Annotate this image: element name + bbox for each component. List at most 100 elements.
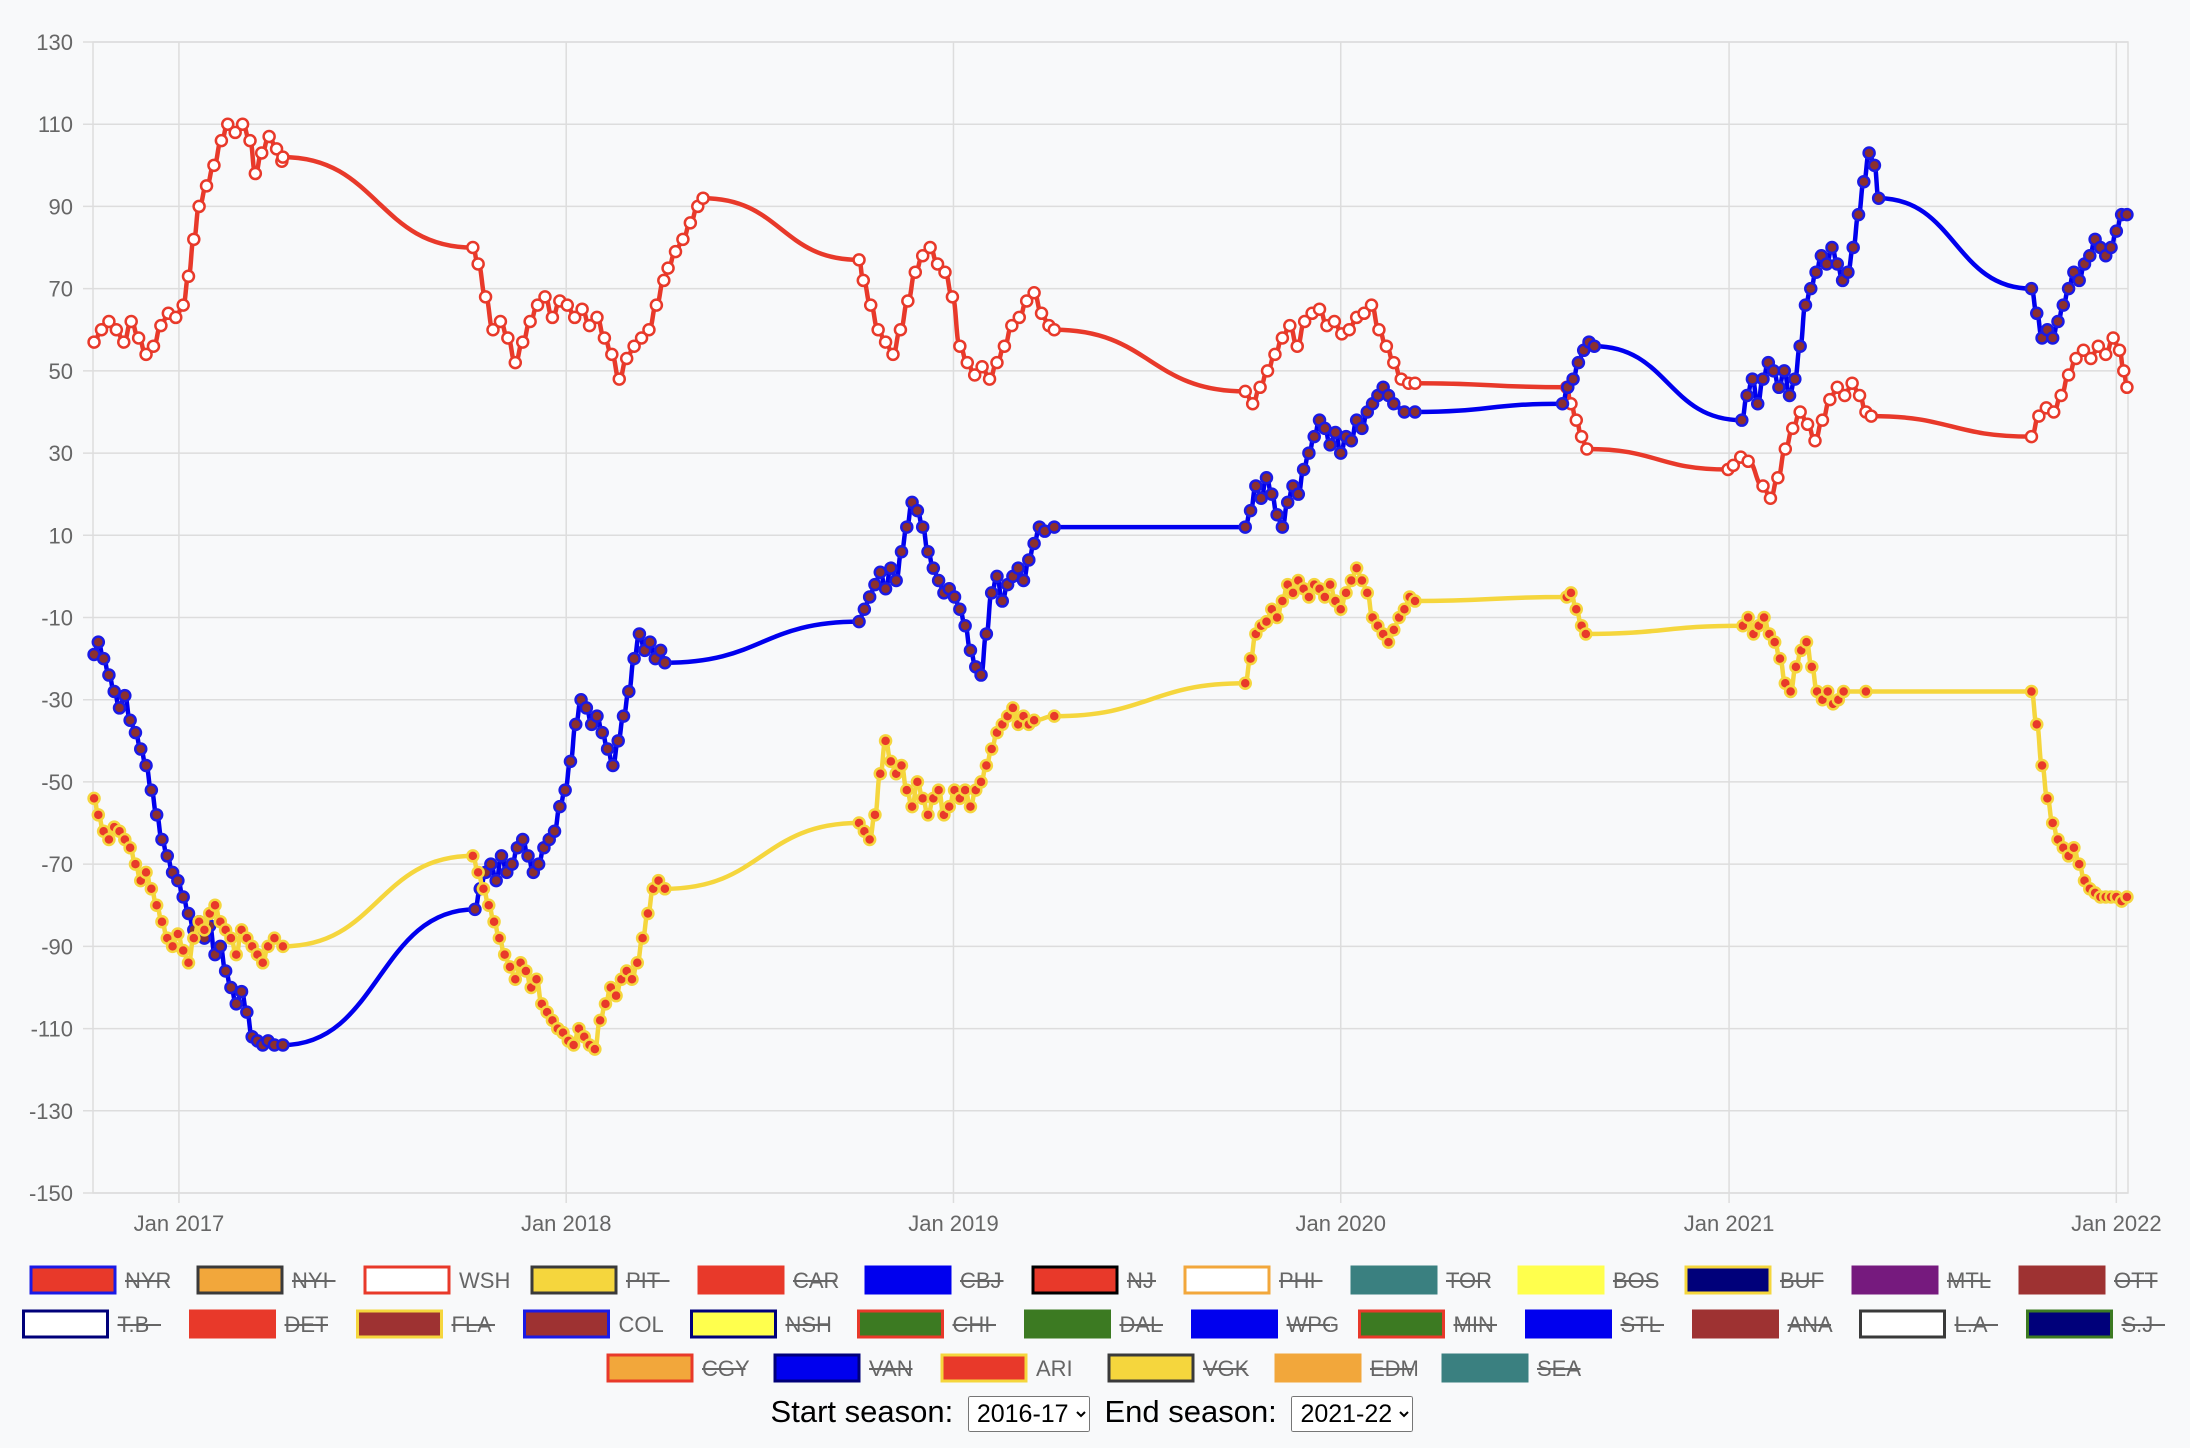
legend-swatch bbox=[196, 1265, 284, 1295]
legend-item-car[interactable]: CAR bbox=[697, 1265, 839, 1295]
data-point-col bbox=[1871, 191, 1886, 205]
data-point-wsh bbox=[538, 290, 552, 304]
data-point-wsh bbox=[878, 335, 893, 349]
data-point-ari bbox=[862, 832, 877, 847]
legend-item-pit[interactable]: PIT bbox=[530, 1265, 670, 1295]
legend-item-bos[interactable]: BOS bbox=[1517, 1265, 1659, 1295]
data-point-col bbox=[240, 1005, 254, 1019]
data-point-wsh bbox=[560, 298, 575, 312]
data-point-wsh bbox=[1800, 417, 1815, 432]
legend-item-cgy[interactable]: CGY bbox=[606, 1353, 750, 1383]
data-point-col bbox=[1238, 520, 1252, 534]
legend-item-min[interactable]: MIN bbox=[1358, 1309, 1498, 1339]
data-point-ari bbox=[149, 898, 164, 912]
legend-item-van[interactable]: VAN bbox=[773, 1353, 913, 1383]
legend-label: WSH bbox=[459, 1268, 510, 1293]
data-point-col bbox=[155, 832, 169, 847]
legend-item-nsh[interactable]: NSH bbox=[690, 1309, 832, 1339]
legend-item-mtl[interactable]: MTL bbox=[1851, 1265, 1991, 1295]
data-point-wsh bbox=[649, 298, 664, 312]
data-point-col bbox=[1782, 388, 1797, 403]
legend-item-dal[interactable]: DAL bbox=[1024, 1309, 1164, 1339]
legend-item-fla[interactable]: FLA bbox=[356, 1309, 496, 1339]
data-point-wsh bbox=[1569, 413, 1584, 427]
data-point-col bbox=[862, 590, 877, 604]
data-point-wsh bbox=[605, 347, 619, 362]
data-point-ari bbox=[208, 898, 222, 912]
data-point-wsh bbox=[176, 298, 190, 312]
data-point-wsh bbox=[612, 372, 627, 386]
legend-swatch bbox=[1859, 1309, 1946, 1339]
legend-item-ott[interactable]: OTT bbox=[2018, 1265, 2158, 1295]
legend-item-vgk[interactable]: VGK bbox=[1107, 1353, 1250, 1383]
legend-swatch bbox=[363, 1265, 451, 1295]
legend-item-ana[interactable]: ANA bbox=[1692, 1309, 1834, 1339]
data-point-col bbox=[1027, 536, 1041, 551]
data-point-col bbox=[974, 668, 988, 682]
data-point-wsh bbox=[2117, 364, 2131, 378]
legend-item-nyr[interactable]: NYR bbox=[29, 1265, 171, 1295]
data-point-col bbox=[984, 586, 999, 600]
data-point-ari bbox=[2072, 857, 2086, 871]
data-point-col bbox=[96, 651, 111, 666]
legend-label: COL bbox=[619, 1312, 664, 1337]
legend-item-tor[interactable]: TOR bbox=[1350, 1265, 1492, 1295]
data-point-col bbox=[531, 857, 546, 871]
legend-item-la[interactable]: L.A bbox=[1859, 1309, 1999, 1339]
legend-item-nyi[interactable]: NYI bbox=[196, 1265, 336, 1295]
legend-item-nj[interactable]: NJ bbox=[1031, 1265, 1156, 1295]
legend-swatch bbox=[1191, 1309, 1278, 1339]
data-point-wsh bbox=[154, 318, 168, 333]
data-point-col bbox=[1328, 425, 1343, 440]
data-point-ari bbox=[910, 775, 925, 789]
data-point-wsh bbox=[1778, 442, 1793, 456]
chart-series bbox=[87, 117, 2134, 1056]
data-point-wsh bbox=[1580, 442, 1594, 456]
legend-item-tb[interactable]: T.B bbox=[22, 1309, 162, 1339]
data-point-wsh bbox=[109, 323, 124, 337]
data-point-ari bbox=[1789, 660, 1803, 674]
data-point-col bbox=[1275, 520, 1290, 534]
data-point-ari bbox=[1360, 586, 1375, 600]
data-point-col bbox=[171, 873, 185, 888]
legend-item-chi[interactable]: CHI bbox=[857, 1309, 997, 1339]
data-point-col bbox=[1047, 520, 1062, 534]
data-point-col bbox=[133, 742, 148, 756]
data-point-col bbox=[873, 565, 888, 580]
chart-legend[interactable]: NYR NYI WSH PIT CAR CBJ NJ PHI TOR BOS BUF MTL OTT T.… bbox=[22, 1265, 2166, 1383]
data-point-ari bbox=[979, 758, 994, 773]
legend-item-col[interactable]: COL bbox=[523, 1309, 664, 1339]
legend-swatch bbox=[189, 1309, 276, 1339]
end-season-select[interactable]: 2021-22 bbox=[1291, 1395, 1414, 1432]
legend-item-ari[interactable]: ARI bbox=[940, 1353, 1073, 1383]
legend-swatch bbox=[864, 1265, 952, 1295]
data-point-ari bbox=[155, 914, 169, 929]
legend-item-cbj[interactable]: CBJ bbox=[864, 1265, 1004, 1295]
data-point-wsh bbox=[117, 335, 131, 349]
data-point-col bbox=[123, 713, 137, 728]
data-point-col bbox=[1772, 380, 1786, 395]
data-point-wsh bbox=[567, 310, 582, 325]
legend-item-phi[interactable]: PHI bbox=[1183, 1265, 1323, 1295]
legend-item-buf[interactable]: BUF bbox=[1684, 1265, 1824, 1295]
legend-swatch bbox=[1525, 1309, 1612, 1339]
data-point-ari bbox=[139, 865, 153, 880]
legend-item-wpg[interactable]: WPG bbox=[1191, 1309, 1340, 1339]
legend-item-wsh[interactable]: WSH bbox=[363, 1265, 510, 1295]
data-point-col bbox=[1307, 429, 1321, 444]
legend-item-det[interactable]: DET bbox=[189, 1309, 329, 1339]
data-point-wsh bbox=[146, 339, 161, 353]
legend-item-sj[interactable]: S.J bbox=[2026, 1309, 2166, 1339]
data-point-col bbox=[1280, 495, 1295, 510]
legend-item-sea[interactable]: SEA bbox=[1441, 1353, 1581, 1383]
legend-item-edm[interactable]: EDM bbox=[1274, 1353, 1419, 1383]
data-point-ari bbox=[1243, 651, 1258, 666]
data-point-ari bbox=[625, 972, 639, 986]
data-point-col bbox=[569, 717, 583, 732]
data-point-ari bbox=[2067, 840, 2081, 855]
legend-item-stl[interactable]: STL bbox=[1525, 1309, 1665, 1339]
start-season-select[interactable]: 2016-17 bbox=[967, 1395, 1090, 1432]
data-point-ari bbox=[1318, 590, 1332, 604]
data-point-ari bbox=[1275, 594, 1290, 608]
data-point-wsh bbox=[545, 310, 560, 325]
